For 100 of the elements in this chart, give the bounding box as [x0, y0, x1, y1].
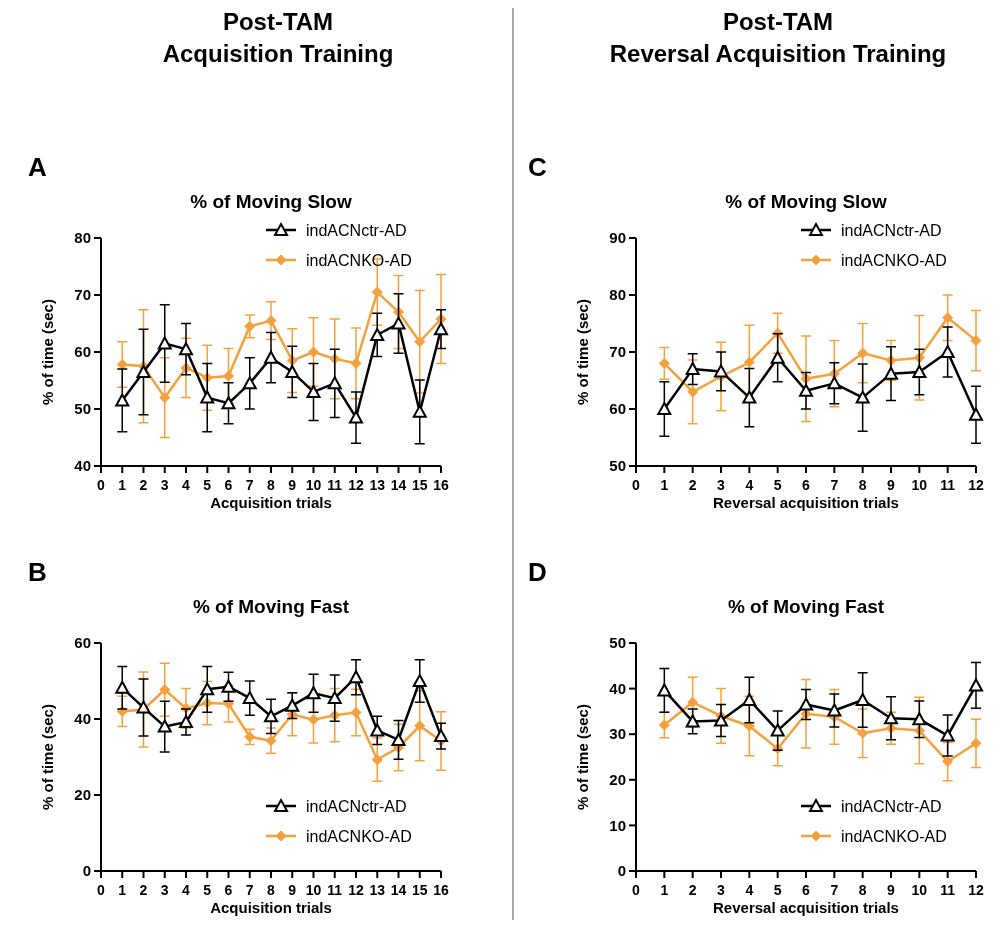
point — [657, 683, 672, 697]
point — [350, 357, 362, 369]
x-tick-label: 6 — [802, 477, 811, 493]
point — [179, 715, 193, 729]
x-tick-label: 16 — [433, 882, 449, 898]
point — [221, 396, 236, 410]
x-tick-label: 2 — [139, 477, 148, 493]
y-tick-label: 50 — [74, 400, 91, 418]
x-tick-label: 15 — [411, 882, 428, 898]
point — [969, 678, 983, 692]
point — [350, 707, 362, 719]
point — [285, 698, 300, 712]
x-tick-label: 3 — [717, 882, 726, 898]
text: Post-TAM — [722, 8, 834, 35]
point — [855, 693, 870, 706]
x-tick-label: 12 — [348, 477, 364, 493]
x-tick-label: 6 — [224, 477, 233, 493]
x-tick-label: 12 — [348, 882, 364, 898]
point — [371, 754, 383, 766]
x-tick-label: 9 — [288, 882, 297, 898]
chart-title: % of Moving Slow — [190, 191, 352, 212]
x-axis-title: Acquisition trials — [210, 899, 332, 916]
point — [414, 336, 426, 348]
point — [884, 711, 898, 725]
x-tick-label: 6 — [802, 882, 811, 898]
y-axis-title: % of time (sec) — [574, 704, 591, 810]
y-tick-label: 20 — [74, 786, 91, 804]
legend-label: indACNctr-AD — [841, 221, 942, 239]
point — [370, 723, 385, 737]
point — [970, 335, 982, 347]
x-tick-label: 1 — [660, 882, 669, 898]
x-tick-label: 3 — [160, 882, 169, 898]
point — [391, 732, 406, 746]
point — [687, 386, 699, 398]
point — [970, 737, 982, 749]
legend-label: indACNctr-AD — [306, 797, 407, 815]
point — [159, 684, 171, 696]
x-tick-label: 12 — [968, 882, 984, 898]
point — [242, 376, 257, 390]
text: B — [28, 557, 47, 587]
y-tick-label: 80 — [74, 229, 91, 247]
point — [912, 364, 927, 378]
x-tick-label: 1 — [660, 477, 669, 493]
text: Acquisition Training — [162, 40, 394, 67]
x-tick-label: 5 — [203, 882, 212, 898]
x-tick-label: 13 — [369, 477, 386, 493]
point — [136, 700, 151, 714]
y-tick-label: 70 — [74, 286, 91, 304]
point — [912, 712, 927, 726]
point — [391, 316, 406, 330]
point — [685, 714, 700, 728]
point — [349, 670, 363, 684]
point — [412, 674, 427, 687]
y-tick-label: 50 — [609, 457, 626, 475]
point — [349, 410, 363, 424]
y-tick-label: 50 — [609, 634, 626, 652]
x-tick-label: 7 — [830, 477, 839, 493]
x-axis-title: Reversal acquisition trials — [713, 494, 899, 511]
point — [136, 364, 151, 378]
x-tick-label: 15 — [411, 477, 428, 493]
point — [743, 356, 755, 368]
point — [179, 342, 193, 356]
x-tick-label: 11 — [940, 477, 956, 493]
point — [742, 390, 757, 404]
x-tick-label: 7 — [245, 477, 254, 493]
point — [657, 402, 672, 415]
point — [159, 392, 171, 404]
y-axis-title: % of time (sec) — [39, 704, 56, 810]
x-tick-label: 4 — [745, 477, 754, 493]
x-tick-label: 12 — [968, 477, 984, 493]
x-tick-label: 8 — [858, 882, 867, 898]
legend-label: indACNKO-AD — [841, 251, 947, 269]
point — [157, 719, 172, 733]
point — [942, 312, 954, 324]
point — [200, 682, 215, 696]
y-tick-label: 0 — [617, 862, 626, 880]
y-tick-label: 60 — [74, 634, 91, 652]
point — [223, 370, 234, 382]
x-tick-label: 5 — [203, 477, 212, 493]
point — [115, 680, 130, 694]
x-tick-label: 2 — [139, 882, 148, 898]
point — [770, 723, 785, 737]
x-tick-label: 3 — [160, 477, 169, 493]
point — [969, 407, 983, 421]
x-tick-label: 6 — [224, 882, 233, 898]
legend-label: indACNKO-AD — [841, 827, 947, 845]
point — [200, 390, 215, 404]
x-tick-label: 3 — [717, 477, 726, 493]
x-tick-label: 10 — [305, 882, 322, 898]
y-tick-label: 20 — [609, 771, 626, 789]
point — [306, 384, 321, 398]
point — [434, 729, 448, 743]
point — [115, 393, 130, 407]
point — [265, 735, 277, 747]
point — [242, 691, 257, 705]
x-tick-label: 11 — [940, 882, 956, 898]
point — [308, 714, 319, 726]
y-tick-label: 60 — [609, 400, 626, 418]
point — [264, 709, 278, 723]
text: Reversal Acquisition Training — [609, 40, 947, 67]
